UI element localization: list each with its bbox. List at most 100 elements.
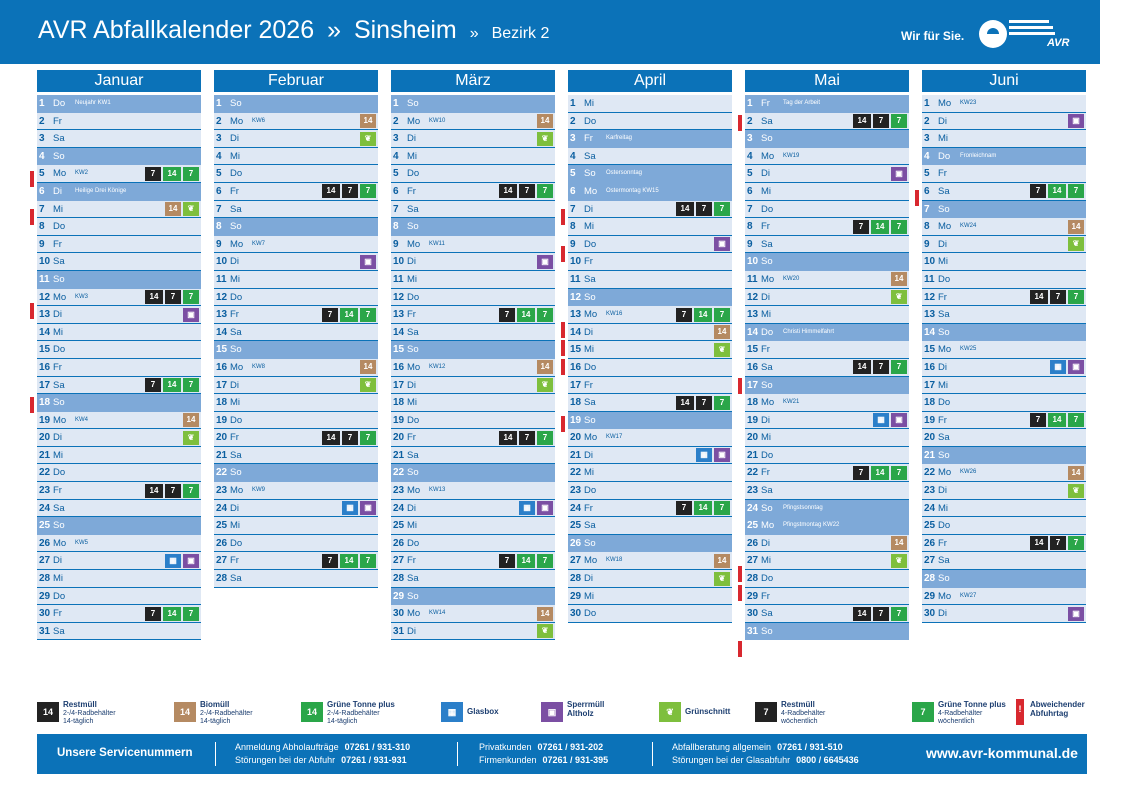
day-number: 4: [924, 150, 930, 162]
footer-phone[interactable]: 07261 / 931-395: [542, 755, 609, 765]
weekday: Fr: [938, 168, 947, 180]
day-number: 1: [39, 98, 45, 109]
day-note: KW20: [783, 275, 800, 282]
weekday: Mo: [407, 361, 421, 373]
day-number: 31: [39, 625, 51, 637]
day-number: 15: [393, 344, 405, 356]
warning-icon: [30, 302, 34, 319]
warning-icon: [738, 114, 742, 131]
day-number: 17: [216, 379, 228, 391]
bro-bin-icon: 14: [360, 114, 376, 129]
weekday: So: [761, 256, 773, 268]
weekday: Do: [761, 573, 774, 585]
day-row: 13 Mo KW16 7 14 7: [568, 306, 732, 324]
footer-phone[interactable]: 0800 / 6645436: [796, 755, 859, 765]
weekday: Fr: [761, 590, 770, 602]
day-row: 26 So: [568, 534, 732, 553]
day-row: 19 Mo KW4 14: [37, 411, 201, 430]
weekday: Do: [230, 291, 243, 303]
day-row: 12 Di ❦: [745, 288, 909, 307]
weekday: Mi: [761, 432, 772, 444]
footer-phone[interactable]: 07261 / 931-510: [777, 742, 843, 752]
b14-bin-icon: 14: [853, 360, 871, 375]
spe-bin-icon: ▣: [183, 307, 199, 322]
day-number: 9: [216, 238, 222, 250]
day-number: 3: [747, 133, 753, 145]
day-number: 28: [747, 573, 759, 585]
weekday: Fr: [938, 537, 947, 549]
day-row: 24 Sa: [37, 499, 201, 518]
legend-sub: 2-/4-Radbehälter 14-täglich: [200, 710, 253, 726]
biomuell-icon: 14: [174, 702, 196, 722]
day-row: 13 Fr 7 14 7: [214, 306, 378, 324]
day-row: 2 Fr: [37, 112, 201, 131]
day-number: 14: [393, 326, 405, 338]
weekday: Do: [230, 168, 243, 180]
weekday: Sa: [584, 397, 596, 409]
legend-sub-line: Altholz: [567, 709, 594, 718]
gruenschnitt-icon: ❦: [659, 702, 681, 722]
day-row: 12 So: [568, 288, 732, 307]
day-row: 31 Di ❦: [391, 622, 555, 641]
day-row: 12 Fr 7 7 14: [922, 288, 1086, 307]
day-number: 15: [216, 344, 228, 356]
weekday: Fr: [584, 379, 593, 391]
day-row: 26 Do: [214, 534, 378, 553]
day-number: 10: [393, 256, 405, 268]
spe-bin-icon: ▣: [537, 254, 553, 269]
weekday: Di: [230, 256, 239, 268]
day-number: 5: [570, 168, 576, 180]
day-row: 22 Fr 7 14 7: [745, 464, 909, 483]
day-row: 14 Do Christi Himmelfahrt: [745, 323, 909, 342]
weekday: Fr: [230, 309, 239, 321]
day-note: KW5: [75, 539, 89, 546]
day-row: 21 Mi: [37, 446, 201, 465]
day-row: 9 Sa: [745, 235, 909, 254]
day-number: 6: [393, 185, 399, 197]
weekday: So: [407, 467, 419, 479]
day-number: 19: [924, 414, 936, 426]
day-number: 4: [570, 150, 576, 162]
day-number: 6: [924, 185, 930, 197]
weekday: Di: [53, 309, 62, 321]
bro-bin-icon: 14: [360, 360, 376, 375]
day-number: 22: [747, 467, 759, 479]
warning-icon: [561, 359, 565, 376]
day-row: 19 Di ▣ ▦: [745, 411, 909, 430]
day-row: 12 Do: [214, 288, 378, 307]
day-row: 11 Sa: [568, 270, 732, 289]
g7-bin-icon: 7: [537, 553, 553, 568]
logo-text: AVR: [1046, 37, 1069, 49]
weekday: So: [938, 203, 950, 215]
footer-phone[interactable]: 07261 / 931-310: [344, 742, 411, 752]
day-number: 11: [924, 273, 935, 285]
gru-bin-icon: ❦: [537, 624, 553, 639]
day-number: 5: [924, 168, 930, 180]
day-row: 7 Di 7 7 14: [568, 200, 732, 219]
day-row: 26 Di 14: [745, 534, 909, 553]
weekday: So: [230, 98, 242, 109]
day-row: 7 Sa: [214, 200, 378, 219]
footer-phone[interactable]: 07261 / 931-202: [537, 742, 604, 752]
day-number: 20: [39, 432, 51, 444]
day-number: 26: [570, 537, 582, 549]
day-number: 31: [747, 625, 759, 637]
day-number: 18: [216, 397, 228, 409]
spe-bin-icon: ▣: [891, 166, 907, 181]
footer-divider: [652, 742, 653, 766]
weekday: Sa: [407, 449, 419, 461]
footer-phone[interactable]: 07261 / 931-931: [341, 755, 407, 765]
legend-title: Abweichender: [1030, 700, 1085, 709]
weekday: So: [761, 625, 773, 637]
day-number: 4: [393, 150, 399, 162]
day-note: KW8: [252, 363, 266, 370]
day-row: 21 Do: [745, 446, 909, 465]
day-number: 18: [924, 397, 936, 409]
g14-bin-icon: 14: [871, 465, 889, 480]
glasbox-icon: ▦: [441, 702, 463, 722]
day-row: 29 So: [391, 587, 555, 606]
day-row: 4 Sa: [568, 147, 732, 166]
day-row: 8 Mi: [568, 218, 732, 236]
day-number: 23: [747, 485, 759, 497]
website-link[interactable]: www.avr-kommunal.de: [926, 745, 1078, 761]
